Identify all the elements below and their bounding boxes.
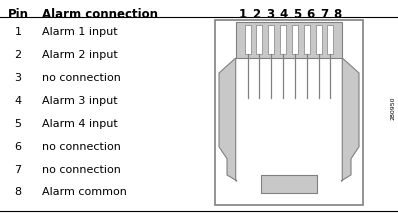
Bar: [236, 22, 342, 58]
Bar: [280, 25, 286, 54]
Text: 7: 7: [320, 8, 328, 21]
Text: 4: 4: [279, 8, 288, 21]
Text: no connection: no connection: [42, 73, 121, 83]
Text: 8: 8: [334, 8, 341, 21]
Text: 7: 7: [14, 165, 21, 174]
Text: 8: 8: [14, 187, 21, 197]
Bar: [245, 25, 250, 54]
Text: no connection: no connection: [42, 142, 121, 152]
Text: 5: 5: [293, 8, 301, 21]
Text: no connection: no connection: [42, 165, 121, 174]
Text: Alarm 4 input: Alarm 4 input: [42, 119, 118, 129]
Bar: [316, 25, 322, 54]
Text: Alarm connection: Alarm connection: [42, 8, 158, 21]
Text: 6: 6: [14, 142, 21, 152]
Bar: [268, 25, 274, 54]
Text: Alarm 3 input: Alarm 3 input: [42, 96, 118, 106]
Bar: [292, 25, 298, 54]
Polygon shape: [341, 58, 359, 181]
Polygon shape: [219, 58, 237, 181]
Text: Alarm 2 input: Alarm 2 input: [42, 50, 118, 60]
Text: 2: 2: [14, 50, 21, 60]
Text: 2: 2: [252, 8, 261, 21]
Text: Alarm common: Alarm common: [42, 187, 127, 197]
Bar: [328, 25, 334, 54]
Text: 3: 3: [266, 8, 274, 21]
Text: 1: 1: [14, 27, 21, 37]
Text: Alarm 1 input: Alarm 1 input: [42, 27, 118, 37]
Text: 5: 5: [14, 119, 21, 129]
Text: 1: 1: [239, 8, 247, 21]
Bar: [261, 175, 317, 193]
Text: 6: 6: [306, 8, 315, 21]
Text: 280950: 280950: [390, 96, 396, 120]
Text: 3: 3: [14, 73, 21, 83]
Text: 4: 4: [14, 96, 21, 106]
Bar: [256, 25, 262, 54]
Bar: [304, 25, 310, 54]
Text: Pin: Pin: [8, 8, 29, 21]
Bar: [215, 20, 363, 205]
